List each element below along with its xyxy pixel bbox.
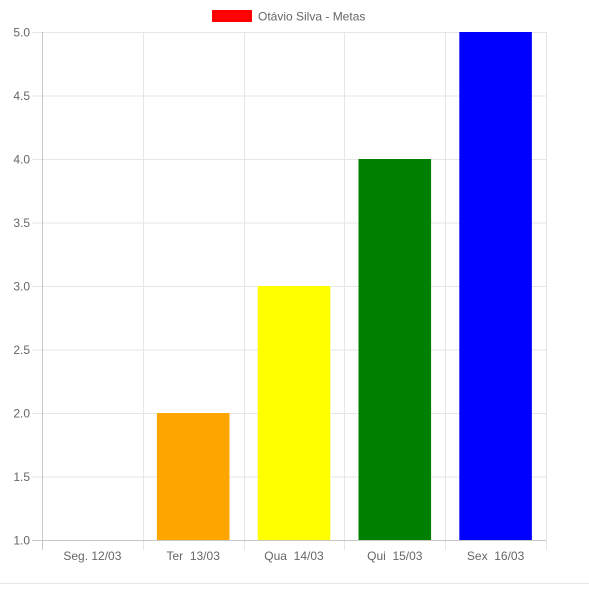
bottom-divider bbox=[0, 583, 589, 584]
legend[interactable]: Otávio Silva - Metas bbox=[212, 10, 365, 24]
x-tick-label: Qui 15/03 bbox=[367, 549, 423, 563]
y-tick-label: 3.5 bbox=[13, 216, 30, 230]
x-tick-label: Ter 13/03 bbox=[167, 549, 221, 563]
x-tick-label: Seg. 12/03 bbox=[63, 549, 121, 563]
y-tick-label: 5.0 bbox=[13, 26, 30, 40]
bar[interactable] bbox=[358, 159, 432, 540]
bar[interactable] bbox=[459, 32, 532, 540]
legend-swatch[interactable] bbox=[212, 10, 252, 22]
axes: 1.0 1.5 2.0 2.5 3.0 3.5 4.0 4.5 5.0 Seg. 12/03 Ter… bbox=[13, 26, 546, 563]
y-tick-label: 4.0 bbox=[13, 153, 30, 167]
y-tick-label: 2.5 bbox=[13, 343, 30, 357]
y-tick-label: 1.0 bbox=[13, 534, 30, 548]
y-tick-label: 3.0 bbox=[13, 280, 30, 294]
legend-label[interactable]: Otávio Silva - Metas bbox=[258, 10, 365, 24]
x-tick-label: Sex 16/03 bbox=[467, 549, 525, 563]
bars bbox=[156, 32, 532, 540]
bar[interactable] bbox=[257, 286, 331, 540]
y-tick-label: 4.5 bbox=[13, 89, 30, 103]
bar[interactable] bbox=[156, 413, 230, 540]
y-tick-label: 2.0 bbox=[13, 407, 30, 421]
x-tick-label: Qua 14/03 bbox=[264, 549, 324, 563]
y-tick-label: 1.5 bbox=[13, 470, 30, 484]
